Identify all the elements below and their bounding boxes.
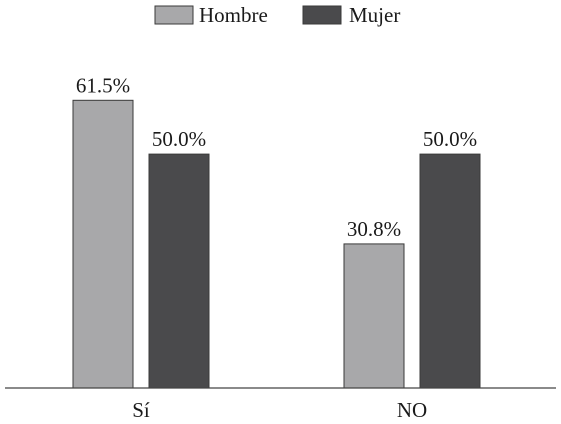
legend-swatch-hombre — [154, 5, 194, 25]
bars — [72, 99, 481, 389]
legend-label-hombre: Hombre — [199, 3, 268, 27]
legend: Hombre Mujer — [154, 3, 400, 27]
bar-hombre-0 — [72, 99, 134, 389]
data-label-mujer-0: 50.0% — [152, 127, 206, 151]
bar-hombre-1 — [343, 243, 405, 389]
legend-swatch-mujer — [302, 5, 342, 25]
x-tick-label-1: NO — [397, 398, 427, 422]
data-label-hombre-1: 30.8% — [347, 217, 401, 241]
bar-mujer-0 — [148, 153, 210, 389]
x-tick-label-0: Sí — [132, 398, 150, 422]
data-labels: 61.5% 30.8% 50.0% 50.0% — [76, 73, 477, 241]
x-axis-ticks: Sí NO — [132, 398, 427, 422]
data-label-hombre-0: 61.5% — [76, 73, 130, 97]
data-label-mujer-1: 50.0% — [423, 127, 477, 151]
legend-label-mujer: Mujer — [349, 3, 400, 27]
bar-mujer-1 — [419, 153, 481, 389]
